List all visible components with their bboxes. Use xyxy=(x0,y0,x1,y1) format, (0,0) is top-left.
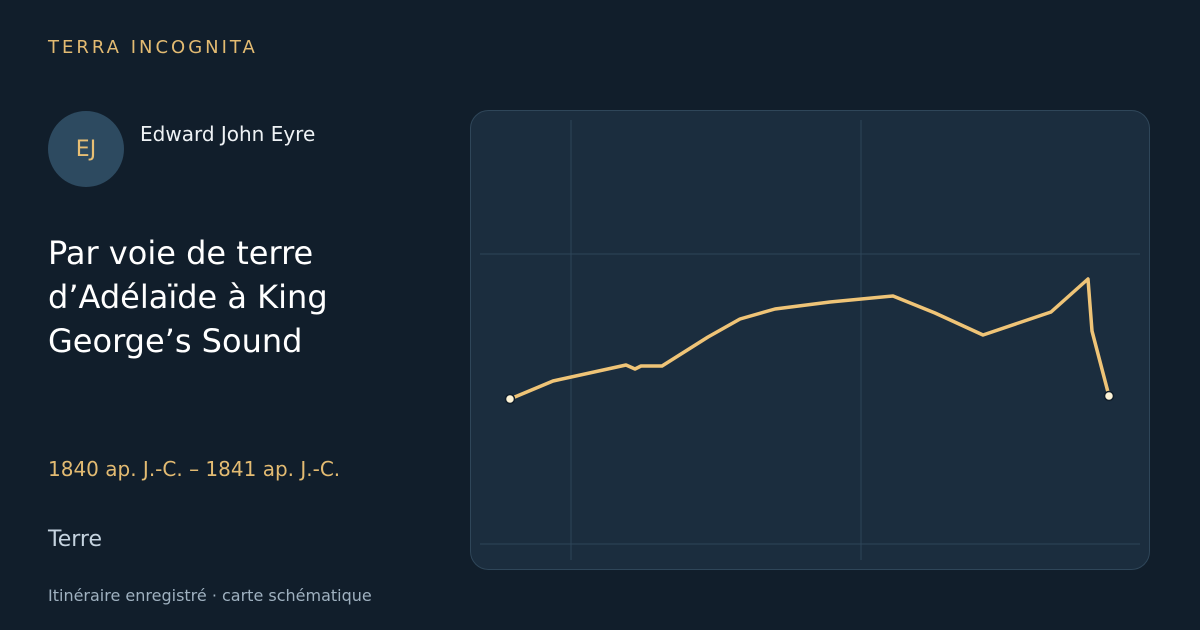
avatar: EJ xyxy=(48,111,124,187)
map-grid xyxy=(480,120,1140,560)
map-panel xyxy=(470,110,1150,570)
route-start xyxy=(504,393,516,405)
brand: TERRA INCOGNITA xyxy=(48,37,258,58)
journey-mode: Terre xyxy=(48,527,102,552)
journey-dates: 1840 ap. J.-C. – 1841 ap. J.-C. xyxy=(48,457,341,481)
journey-title: Par voie de terre d’Adélaïde à King Geor… xyxy=(48,234,328,360)
route-end xyxy=(1103,390,1115,402)
footer-note: Itinéraire enregistré · carte schématiqu… xyxy=(48,586,372,605)
route xyxy=(508,277,1111,401)
traveler-name: Edward John Eyre xyxy=(140,122,316,146)
